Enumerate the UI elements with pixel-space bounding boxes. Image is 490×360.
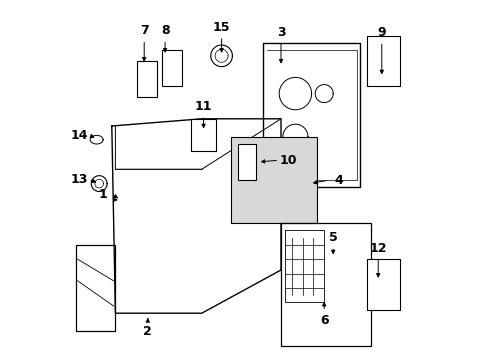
Text: 3: 3 — [277, 26, 285, 39]
Text: 12: 12 — [369, 242, 387, 255]
Text: 7: 7 — [140, 24, 148, 37]
Polygon shape — [368, 36, 400, 86]
Polygon shape — [137, 61, 157, 97]
Text: 15: 15 — [213, 21, 230, 33]
Polygon shape — [191, 119, 216, 151]
Text: 1: 1 — [98, 188, 107, 201]
Text: 11: 11 — [195, 100, 212, 113]
Text: 8: 8 — [161, 24, 170, 37]
Polygon shape — [162, 50, 182, 86]
Text: 9: 9 — [377, 26, 386, 39]
Text: 5: 5 — [329, 231, 338, 244]
Text: 2: 2 — [144, 325, 152, 338]
Polygon shape — [238, 144, 256, 180]
Text: 10: 10 — [279, 154, 297, 167]
Text: 13: 13 — [71, 173, 88, 186]
Text: 4: 4 — [334, 174, 343, 186]
Text: 6: 6 — [320, 314, 328, 327]
Polygon shape — [368, 259, 400, 310]
Text: 14: 14 — [71, 129, 88, 141]
Polygon shape — [231, 137, 317, 223]
